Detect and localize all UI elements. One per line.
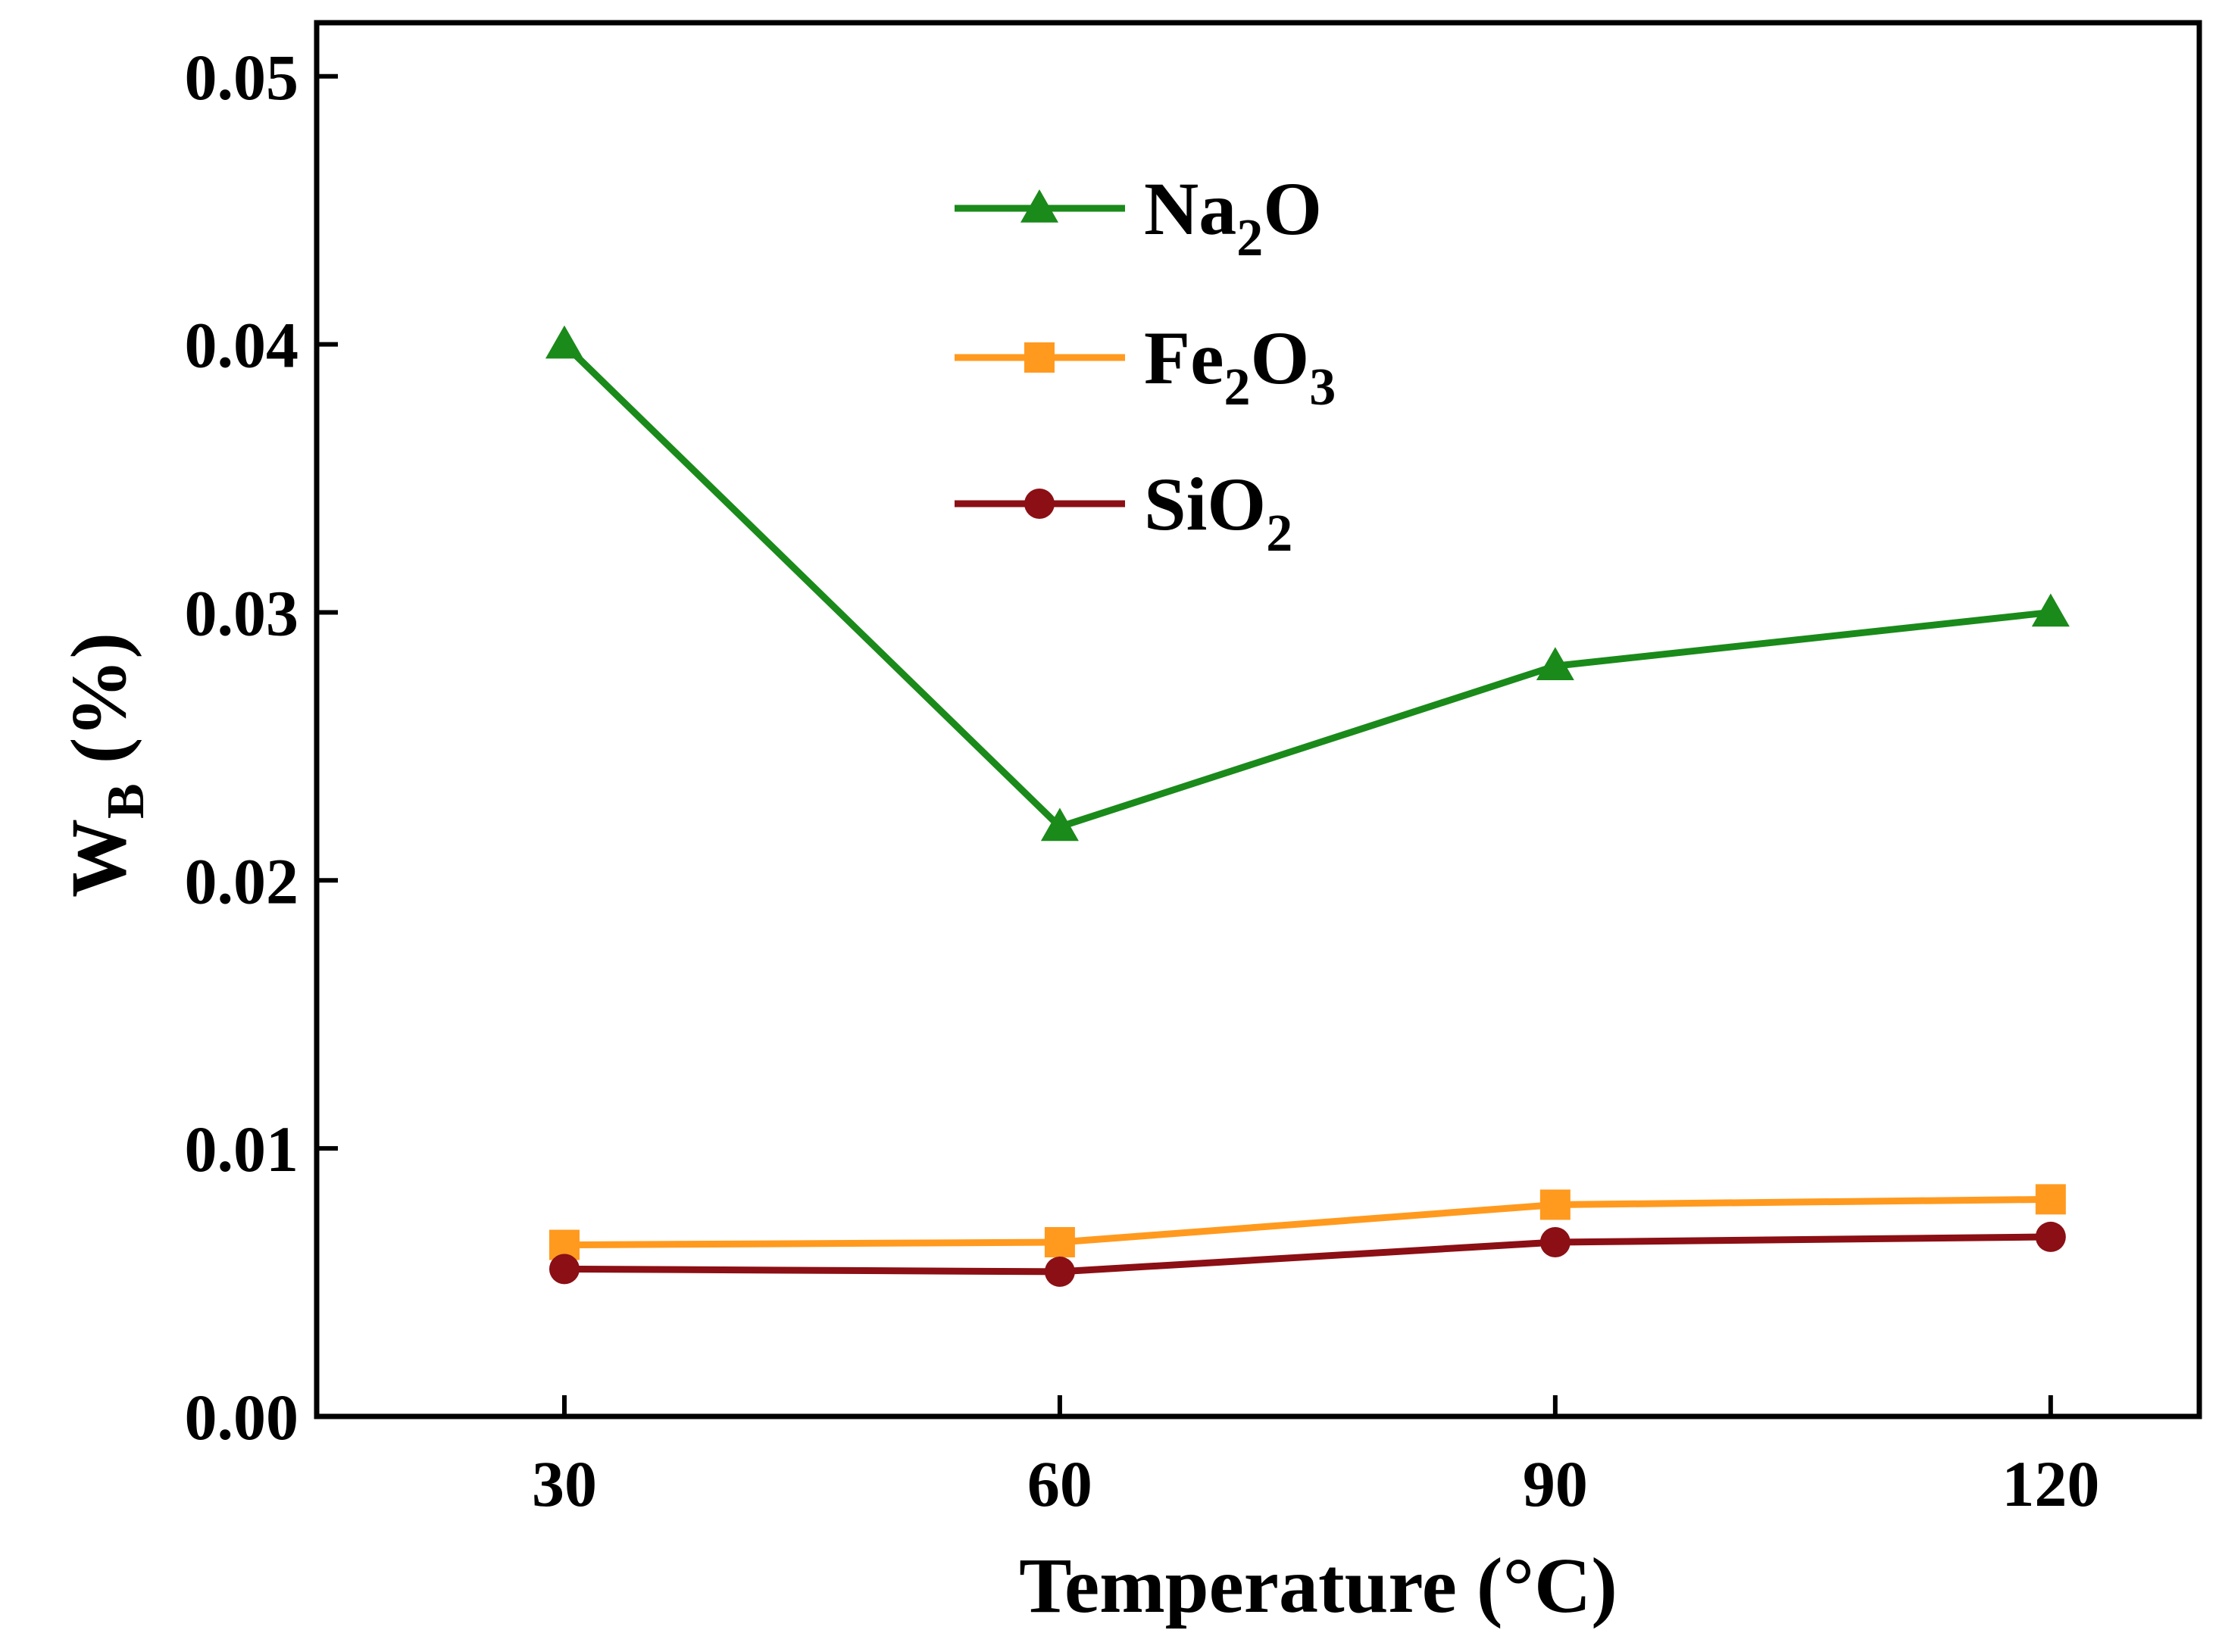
legend-label-na2o: Na2O [1144,167,1322,267]
data-point-sio2 [2035,1221,2066,1252]
y-tick-label: 0.01 [185,1113,299,1185]
legend-item-sio2: SiO2 [955,462,1292,563]
series-line-fe2o3 [564,1195,2051,1249]
plot-frame [314,20,2202,1419]
data-point-na2o [545,325,583,359]
legend-marker-na2o [1020,189,1058,223]
x-tick-label: 30 [532,1447,597,1520]
legend-label-sio2: SiO2 [1144,462,1292,563]
y-tick-label: 0.04 [185,309,299,382]
y-tick-label: 0.05 [185,41,299,114]
data-point-na2o [1536,647,1574,680]
y-tick-label: 0.03 [185,576,299,649]
legend-marker-fe2o3 [1024,342,1055,373]
data-point-na2o [2031,593,2070,627]
y-axis-ticks: 0.00 0.01 0.02 0.03 0.04 0.05 [185,41,338,1454]
y-axis-title-subscript: B [97,783,155,819]
y-axis-title-unit: (%) [55,632,142,783]
x-tick-label: 120 [2002,1447,2099,1520]
x-tick-label: 90 [1523,1447,1588,1520]
y-axis-title-main: W [55,819,142,898]
x-axis-ticks: 30 60 90 120 [532,1395,2099,1520]
x-axis-title: Temperature (°C) [1019,1542,1617,1629]
data-point-sio2 [548,1254,580,1285]
data-point-sio2 [1044,1256,1075,1287]
data-point-fe2o3 [2035,1184,2066,1215]
y-tick-label: 0.02 [185,845,299,917]
legend-item-na2o: Na2O [955,167,1322,267]
series-sio2 [548,1221,2066,1287]
series-fe2o3 [548,1184,2066,1260]
data-point-fe2o3 [1539,1189,1570,1220]
series-group [545,325,2070,1287]
series-line-sio2 [564,1233,2051,1276]
data-point-na2o [1040,807,1079,842]
series-line-na2o [561,342,2052,831]
y-tick-label: 0.00 [185,1381,299,1454]
legend-marker-sio2 [1024,489,1055,519]
series-na2o [545,325,2070,842]
data-point-sio2 [1539,1227,1570,1257]
y-axis-title: WB (%) [55,632,155,898]
legend-label-fe2o3: Fe2O3 [1144,316,1336,417]
data-point-fe2o3 [1044,1227,1075,1257]
legend: Na2O Fe2O3 SiO2 [955,167,1336,563]
x-tick-label: 60 [1027,1447,1092,1520]
legend-item-fe2o3: Fe2O3 [955,316,1336,417]
